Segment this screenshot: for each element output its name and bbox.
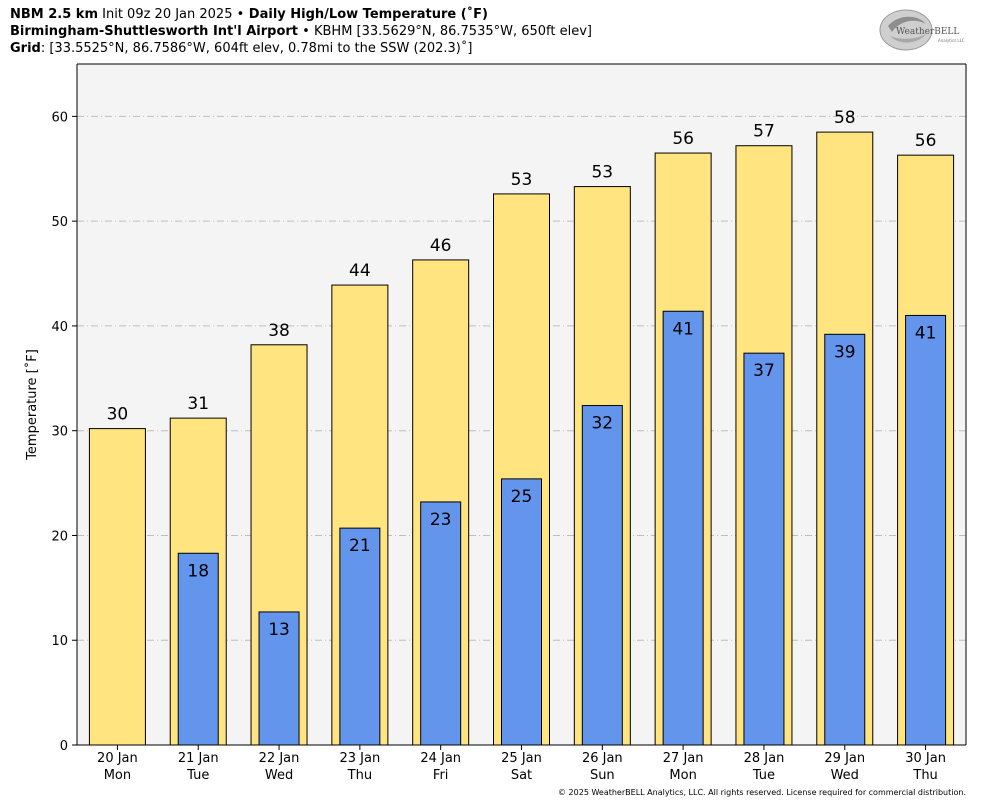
x-tick-date-label: 28 Jan [744,751,785,766]
high-temp-bar [88,428,146,746]
low-temp-bar [339,527,381,746]
x-tick-day-label: Fri [433,768,449,783]
x-tick-day-label: Tue [752,768,775,783]
title-separator: • [236,7,245,22]
init-time: Init 09z 20 Jan 2025 [98,7,237,22]
high-temp-label: 56 [672,129,694,149]
x-tick-date-label: 23 Jan [340,751,381,766]
y-tick-label: 40 [51,320,68,335]
x-tick-date-label: 26 Jan [582,751,623,766]
low-temp-label: 41 [672,319,694,339]
y-tick-label: 30 [51,425,68,440]
high-temp-label: 56 [915,131,937,151]
x-tick-day-label: Sat [511,768,532,783]
low-temp-label: 37 [753,361,775,381]
low-temp-bar [420,501,462,746]
y-tick-label: 50 [51,215,68,230]
low-temp-bar [177,552,219,746]
low-temp-bar [258,611,300,746]
high-temp-label: 38 [268,321,290,341]
y-axis-label: Temperature [˚F] [24,349,40,461]
chart-title-line-3: Grid: [33.5525°N, 86.7586°W, 604ft elev,… [10,40,472,57]
high-temp-label: 53 [511,170,533,190]
copyright-notice: © 2025 WeatherBELL Analytics, LLC. All r… [558,788,966,797]
x-tick-day-label: Wed [265,768,293,783]
low-temp-bar [743,352,785,746]
x-tick-day-label: Wed [831,768,859,783]
high-temp-label: 58 [834,108,856,128]
low-temp-label: 13 [268,620,290,640]
station-separator: • [298,24,314,39]
x-tick-day-label: Sun [590,768,615,783]
low-temp-bar [905,314,947,746]
low-temp-label: 41 [915,323,937,343]
chart-title-line-1: NBM 2.5 km Init 09z 20 Jan 2025 • Daily … [10,6,488,23]
grid-label: Grid [10,41,41,56]
logo-wordmark: WeatherBELL [896,27,959,37]
x-tick-date-label: 21 Jan [178,751,219,766]
high-temp-label: 57 [753,122,775,142]
logo-subtext: Analytics LLC [938,38,965,43]
low-temp-label: 18 [187,561,209,581]
high-temp-label: 44 [349,261,371,281]
y-tick-label: 0 [60,739,68,754]
high-temp-label: 53 [591,163,613,183]
low-temp-label: 25 [511,487,533,507]
weatherbell-logo-icon: WeatherBELL Analytics LLC [879,9,965,51]
y-tick-label: 20 [51,529,68,544]
high-temp-label: 46 [430,236,452,256]
low-temp-bar [824,333,866,746]
x-tick-day-label: Tue [186,768,209,783]
product-name: Daily High/Low Temperature (˚F) [244,7,488,22]
x-tick-day-label: Thu [347,768,372,783]
x-tick-date-label: 25 Jan [501,751,542,766]
x-tick-date-label: 24 Jan [420,751,461,766]
model-name: NBM 2.5 km [10,7,98,22]
high-temp-label: 31 [187,394,209,414]
y-tick-label: 10 [51,634,68,649]
station-location: KBHM [33.5629°N, 86.7535°W, 650ft elev] [313,24,592,39]
x-tick-date-label: 20 Jan [97,751,138,766]
station-name: Birmingham-Shuttlesworth Int'l Airport [10,24,299,39]
x-tick-date-label: 30 Jan [905,751,946,766]
low-temp-label: 32 [591,414,613,434]
chart-title-line-2: Birmingham-Shuttlesworth Int'l Airport •… [10,23,592,40]
low-temp-bar [581,405,623,746]
low-temp-label: 39 [834,342,856,362]
low-temp-label: 23 [430,510,452,530]
grid-location: : [33.5525°N, 86.7586°W, 604ft elev, 0.7… [40,41,473,56]
x-tick-date-label: 29 Jan [824,751,865,766]
x-tick-day-label: Thu [912,768,937,783]
x-tick-day-label: Mon [669,768,696,783]
x-tick-date-label: 27 Jan [663,751,704,766]
high-temp-label: 30 [107,405,129,425]
low-temp-bar [501,478,542,746]
low-temp-label: 21 [349,536,371,556]
x-tick-day-label: Mon [104,768,131,783]
x-tick-date-label: 22 Jan [259,751,300,766]
y-tick-label: 60 [51,110,68,125]
low-temp-bar [662,310,704,746]
